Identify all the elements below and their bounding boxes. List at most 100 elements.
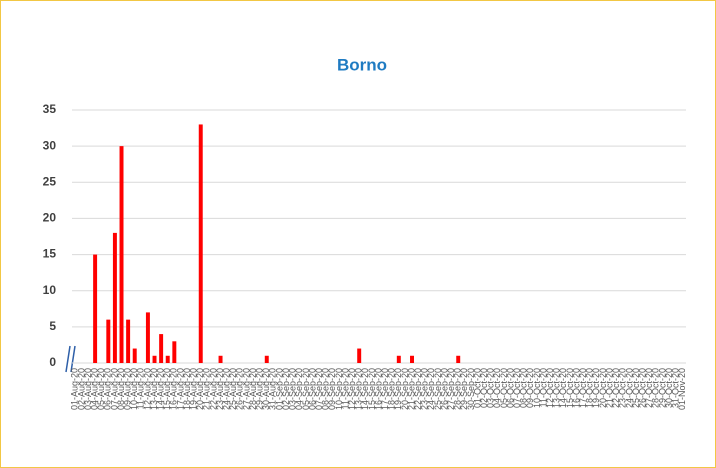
x-tick-label: 03-Sep-20 [288, 368, 298, 410]
x-tick-label: 29-Sep-20 [459, 368, 469, 410]
y-tick-label: 0 [49, 355, 56, 369]
x-tick-label: 20-Sep-20 [400, 368, 410, 410]
x-tick-label: 08-Sep-20 [321, 368, 331, 410]
x-tick-label: 24-Oct-20 [624, 368, 634, 408]
x-tick-label: 01-Aug-20 [70, 368, 80, 410]
bar [106, 319, 111, 363]
x-tick-label: 12-Aug-20 [142, 368, 152, 410]
bar [119, 146, 124, 363]
x-tick-label: 23-Sep-20 [420, 368, 430, 410]
x-tick-label: 05-Sep-20 [301, 368, 311, 410]
x-tick-label: 01-Sep-20 [274, 368, 284, 410]
bar [145, 312, 150, 363]
x-tick-label: 26-Sep-20 [439, 368, 449, 410]
x-tick-label: 27-Sep-20 [446, 368, 456, 410]
x-tick-label: 09-Oct-20 [525, 368, 535, 408]
x-tick-label: 03-Oct-20 [486, 368, 496, 408]
x-tick-label: 01-Nov-20 [677, 368, 687, 410]
bar [198, 124, 203, 363]
x-tick-label: 12-Oct-20 [545, 368, 555, 408]
x-tick-label: 14-Aug-20 [156, 368, 166, 410]
y-tick-label: 30 [43, 138, 57, 152]
x-tick-label: 02-Aug-20 [76, 368, 86, 410]
x-tick-label: 18-Aug-20 [182, 368, 192, 410]
x-tick-label: 13-Sep-20 [354, 368, 364, 410]
x-tick-label: 06-Sep-20 [307, 368, 317, 410]
bar [410, 355, 414, 363]
x-tick-label: 19-Aug-20 [189, 368, 199, 410]
y-tick-label: 5 [49, 319, 56, 333]
axis-break [65, 345, 76, 373]
bar [112, 232, 117, 363]
x-tick-label: 05-Aug-20 [96, 368, 106, 410]
y-tick-label: 25 [43, 174, 57, 188]
x-tick-label: 30-Sep-20 [466, 368, 476, 410]
bar [152, 355, 157, 363]
x-tick-label: 08-Aug-20 [116, 368, 126, 410]
x-tick-label: 21-Sep-20 [406, 368, 416, 410]
x-tick-label: 18-Oct-20 [585, 368, 595, 408]
x-tick-label: 04-Oct-20 [492, 368, 502, 408]
x-tick-label: 22-Oct-20 [611, 368, 621, 408]
x-tick-label: 05-Oct-20 [499, 368, 509, 408]
x-tick-label: 07-Sep-20 [314, 368, 324, 410]
x-tick-label: 11-Sep-20 [340, 368, 350, 409]
x-tick-label: 23-Aug-20 [215, 368, 225, 410]
x-tick-label: 11-Oct-20 [538, 368, 548, 407]
x-tick-label: 02-Sep-20 [281, 368, 291, 410]
y-tick-label: 15 [43, 247, 57, 261]
x-tick-label: 29-Oct-20 [657, 368, 667, 408]
x-tick-label: 09-Aug-20 [122, 368, 132, 410]
x-tick-label: 14-Sep-20 [360, 368, 370, 410]
bar [396, 355, 401, 363]
x-tick-label: 28-Oct-20 [651, 368, 661, 408]
x-tick-label: 17-Sep-20 [380, 368, 390, 410]
x-tick-label: 21-Oct-20 [604, 368, 614, 408]
x-tick-label: 08-Oct-20 [519, 368, 529, 408]
x-tick-label: 22-Aug-20 [208, 368, 218, 410]
y-tick-label: 10 [43, 283, 57, 297]
x-tick-label: 24-Aug-20 [222, 368, 232, 410]
bar [165, 355, 170, 363]
x-tick-label: 28-Aug-20 [248, 368, 258, 410]
bar [172, 341, 177, 363]
bar [126, 319, 131, 363]
x-tick-label: 25-Aug-20 [228, 368, 238, 410]
x-tick-label: 03-Aug-20 [83, 368, 93, 410]
x-tick-label: 30-Aug-20 [261, 368, 271, 410]
x-tick-label: 19-Sep-20 [393, 368, 403, 410]
x-tick-label: 10-Sep-20 [334, 368, 344, 410]
x-tick-label: 16-Aug-20 [169, 368, 179, 410]
x-tick-label: 22-Sep-20 [413, 368, 423, 410]
x-tick-label: 30-Oct-20 [664, 368, 674, 408]
bar [93, 254, 98, 363]
bar [357, 348, 362, 363]
chart-title: Borno [337, 55, 387, 74]
x-tick-label: 11-Aug-20 [136, 368, 146, 409]
x-tick-label: 04-Sep-20 [294, 368, 304, 410]
bar [218, 355, 223, 363]
x-tick-label: 20-Aug-20 [195, 368, 205, 410]
x-tick-label: 02-Oct-20 [479, 368, 489, 408]
x-tick-label: 25-Oct-20 [631, 368, 641, 408]
x-tick-label: 10-Oct-20 [532, 368, 542, 408]
x-tick-label: 06-Oct-20 [505, 368, 515, 408]
x-tick-label: 16-Sep-20 [373, 368, 383, 410]
x-tick-label: 15-Aug-20 [162, 368, 172, 410]
x-tick-label: 24-Sep-20 [426, 368, 436, 410]
x-tick-label: 13-Aug-20 [149, 368, 159, 410]
bar [456, 355, 461, 363]
x-tick-label: 31-Oct-20 [670, 368, 680, 408]
x-tick-label: 15-Oct-20 [565, 368, 575, 408]
x-tick-label: 07-Aug-20 [109, 368, 119, 410]
bar [264, 355, 269, 363]
x-tick-label: 26-Oct-20 [637, 368, 647, 408]
x-tick-label: 17-Oct-20 [578, 368, 588, 408]
x-tick-label: 01-Oct-20 [472, 368, 482, 408]
x-tick-label: 29-Aug-20 [255, 368, 265, 410]
x-tick-label: 23-Oct-20 [618, 368, 628, 408]
x-tick-label: 13-Oct-20 [552, 368, 562, 408]
x-tick-label: 10-Aug-20 [129, 368, 139, 410]
bar [132, 348, 137, 363]
y-tick-label: 20 [43, 211, 57, 225]
